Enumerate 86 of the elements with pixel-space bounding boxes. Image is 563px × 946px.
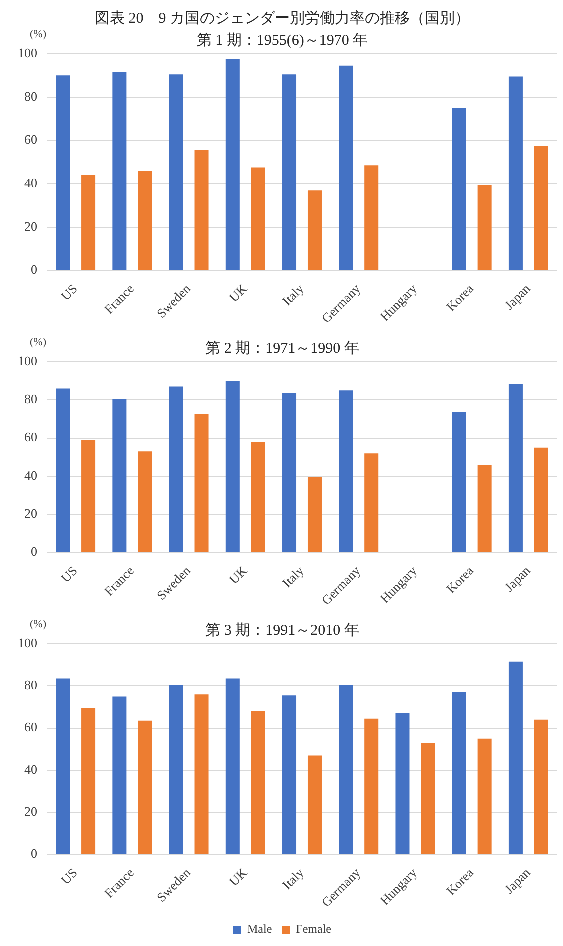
legend-label: Female: [296, 922, 332, 936]
bar: [396, 714, 410, 854]
y-axis-title: (%): [30, 336, 47, 348]
bar: [282, 696, 297, 854]
bar: [138, 720, 152, 854]
x-tick-label: UK: [226, 562, 251, 588]
bar: [112, 696, 127, 854]
bar: [364, 718, 379, 854]
bar: [82, 175, 96, 270]
bar: [339, 685, 354, 854]
y-tick-label: 40: [24, 762, 38, 777]
bar: [112, 72, 127, 270]
bar: [508, 384, 523, 552]
y-tick-label: 80: [24, 88, 38, 104]
bar: [82, 440, 96, 552]
y-tick-label: 80: [24, 392, 38, 407]
x-tick-label: UK: [226, 864, 251, 890]
x-tick-label: Italy: [279, 864, 308, 893]
x-tick-label: Italy: [279, 562, 308, 591]
bar: [308, 190, 322, 270]
chart-title: 第 2 期：1971～1990 年: [206, 340, 360, 357]
bar: [452, 692, 466, 854]
y-tick-label: 80: [24, 678, 38, 693]
x-tick-label: US: [58, 865, 80, 888]
x-tick-label: US: [58, 563, 80, 586]
bar: [364, 166, 379, 270]
bar: [534, 448, 548, 552]
bar: [226, 59, 240, 270]
bar: [308, 477, 322, 552]
bar: [508, 662, 523, 854]
bar: [452, 108, 466, 270]
y-tick-label: 0: [31, 846, 38, 862]
y-tick-label: 0: [31, 544, 38, 560]
chart-title: 第 3 期：1991～2010 年: [206, 622, 360, 639]
bar: [194, 694, 209, 854]
y-tick-label: 60: [24, 132, 38, 148]
bar: [534, 720, 548, 854]
bar: [169, 74, 184, 270]
y-tick-label: 100: [18, 635, 38, 650]
bar: [226, 381, 240, 552]
bar: [169, 386, 184, 552]
x-tick-label: Italy: [279, 280, 308, 309]
chart-subtitle: 第 1 期：1955(6)～1970 年: [196, 32, 368, 49]
y-tick-label: 0: [31, 262, 38, 278]
bar: [56, 76, 70, 270]
y-tick-label: 60: [24, 720, 38, 735]
y-axis-title: (%): [30, 28, 47, 40]
bar: [138, 171, 152, 270]
bar: [169, 685, 184, 854]
bar: [452, 412, 466, 552]
y-tick-label: 60: [24, 430, 38, 445]
bar: [339, 66, 354, 270]
bar: [138, 452, 152, 552]
bar: [112, 399, 127, 552]
y-tick-label: 20: [24, 218, 38, 234]
bar: [251, 168, 266, 270]
bar: [508, 76, 523, 270]
bar: [282, 393, 297, 552]
chart-title: 図表 20 9 カ国のジェンダー別労働力率の推移（国別）: [95, 10, 470, 27]
x-tick-label: US: [58, 281, 80, 304]
bar: [339, 390, 354, 552]
bar: [308, 756, 322, 854]
bar: [534, 146, 548, 270]
bar: [56, 678, 70, 854]
bar: [56, 388, 70, 552]
y-tick-label: 40: [24, 468, 38, 483]
bar: [282, 74, 297, 270]
y-axis-title: (%): [30, 618, 47, 630]
y-tick-label: 100: [18, 353, 38, 368]
x-tick-label: UK: [226, 280, 251, 306]
bar: [421, 743, 436, 854]
bar: [478, 738, 492, 854]
bar: [194, 150, 209, 270]
y-tick-label: 100: [18, 45, 38, 60]
bar: [194, 414, 209, 552]
bar: [226, 678, 240, 854]
y-tick-label: 20: [24, 506, 38, 522]
bar: [364, 454, 379, 552]
bar: [251, 442, 266, 552]
y-tick-label: 20: [24, 804, 38, 820]
bar: [251, 711, 266, 854]
legend-label: Male: [248, 922, 272, 936]
y-tick-label: 40: [24, 175, 38, 190]
bar: [478, 185, 492, 270]
bar: [82, 708, 96, 854]
bar: [478, 465, 492, 552]
